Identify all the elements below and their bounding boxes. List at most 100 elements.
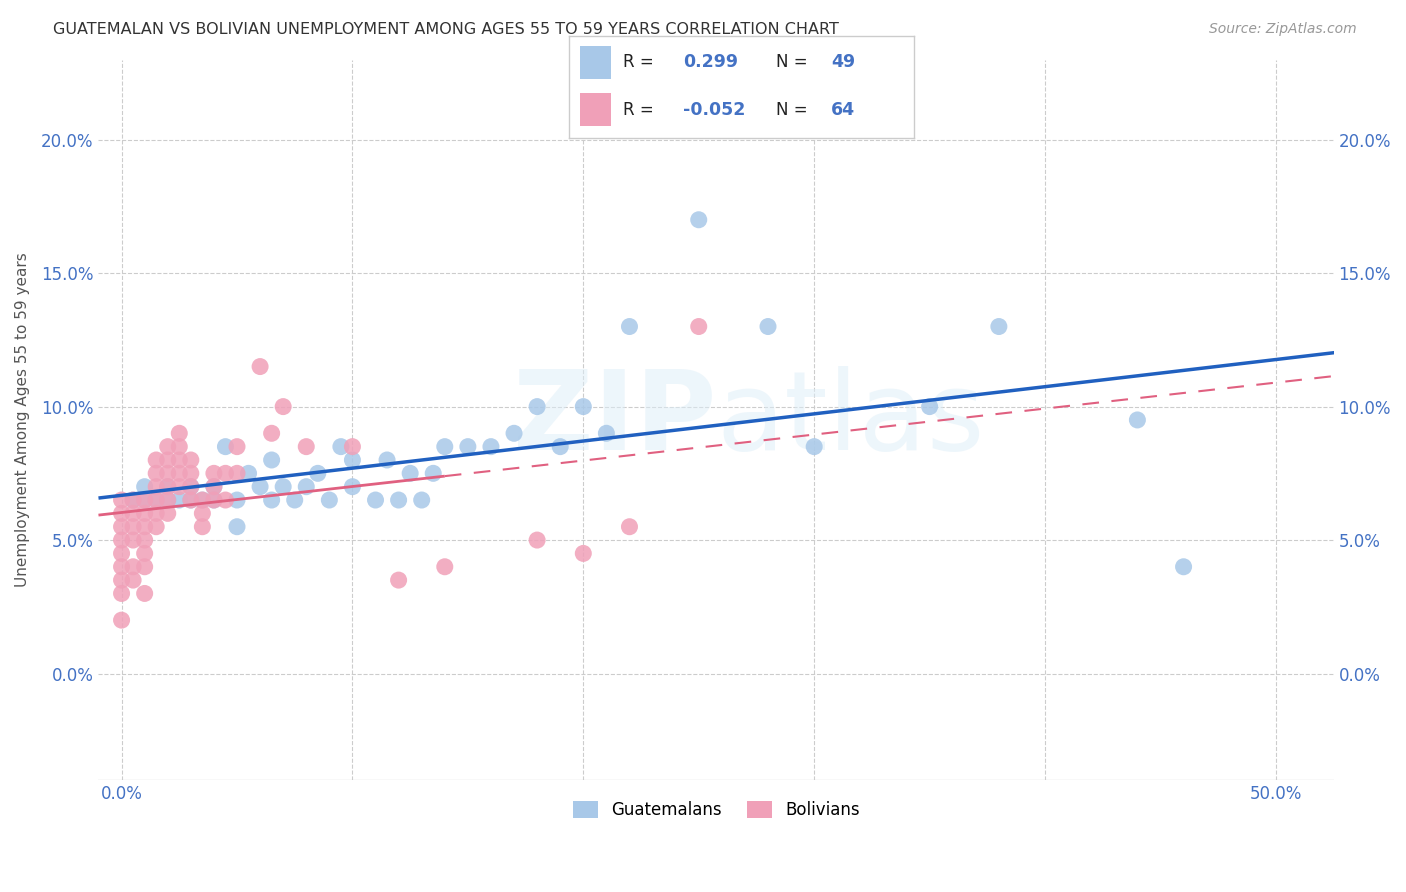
Point <box>271 400 294 414</box>
Point <box>156 480 179 494</box>
Point <box>145 507 167 521</box>
Point <box>110 507 132 521</box>
FancyBboxPatch shape <box>579 46 610 78</box>
Point <box>295 440 318 454</box>
Point <box>134 533 156 547</box>
Point <box>180 493 202 508</box>
Point <box>226 440 249 454</box>
Point <box>156 440 179 454</box>
Point <box>688 212 710 227</box>
Point <box>260 493 283 508</box>
Point <box>169 426 191 441</box>
FancyBboxPatch shape <box>579 93 610 126</box>
Point <box>318 493 340 508</box>
Point <box>342 453 364 467</box>
Point <box>156 467 179 481</box>
Point <box>122 493 145 508</box>
Point <box>180 453 202 467</box>
Point <box>145 493 167 508</box>
Point <box>214 440 236 454</box>
Point <box>169 467 191 481</box>
Point <box>191 507 214 521</box>
Point <box>202 480 225 494</box>
Point <box>548 440 571 454</box>
Point <box>180 493 202 508</box>
Point <box>457 440 479 454</box>
Point <box>180 467 202 481</box>
Point <box>134 480 156 494</box>
Point <box>595 426 617 441</box>
Point <box>214 467 236 481</box>
Point <box>180 480 202 494</box>
Text: 49: 49 <box>831 54 855 71</box>
Point <box>342 480 364 494</box>
Point <box>226 519 249 533</box>
Point <box>134 493 156 508</box>
Point <box>503 426 526 441</box>
Point <box>214 493 236 508</box>
Point <box>249 480 271 494</box>
Point <box>271 480 294 494</box>
Text: 64: 64 <box>831 101 855 119</box>
Point <box>375 453 398 467</box>
Point <box>526 533 548 547</box>
Point <box>202 493 225 508</box>
Point <box>399 467 422 481</box>
Point <box>145 480 167 494</box>
Point <box>122 519 145 533</box>
Point <box>260 453 283 467</box>
Point <box>688 319 710 334</box>
Point <box>191 493 214 508</box>
Point <box>156 493 179 508</box>
Text: Source: ZipAtlas.com: Source: ZipAtlas.com <box>1209 22 1357 37</box>
Point <box>145 519 167 533</box>
Point <box>226 493 249 508</box>
Point <box>803 440 825 454</box>
Point <box>191 493 214 508</box>
Point <box>226 467 249 481</box>
Point <box>110 493 132 508</box>
Text: atlas: atlas <box>716 367 984 474</box>
Point <box>433 440 456 454</box>
Point <box>169 440 191 454</box>
Text: N =: N = <box>776 54 813 71</box>
Point <box>110 586 132 600</box>
Point <box>918 400 941 414</box>
Point <box>364 493 387 508</box>
Text: GUATEMALAN VS BOLIVIAN UNEMPLOYMENT AMONG AGES 55 TO 59 YEARS CORRELATION CHART: GUATEMALAN VS BOLIVIAN UNEMPLOYMENT AMON… <box>53 22 839 37</box>
Point <box>1173 559 1195 574</box>
Text: 0.299: 0.299 <box>683 54 738 71</box>
Point <box>411 493 433 508</box>
Point <box>619 519 641 533</box>
Point <box>169 480 191 494</box>
Point <box>526 400 548 414</box>
Point <box>110 559 132 574</box>
Legend: Guatemalans, Bolivians: Guatemalans, Bolivians <box>567 795 866 826</box>
Point <box>572 546 595 560</box>
Point <box>122 493 145 508</box>
Point <box>110 573 132 587</box>
Point <box>987 319 1010 334</box>
Point <box>422 467 444 481</box>
Point <box>156 480 179 494</box>
Point <box>145 453 167 467</box>
Point <box>619 319 641 334</box>
Point <box>122 533 145 547</box>
Point <box>156 493 179 508</box>
Point <box>156 507 179 521</box>
Text: R =: R = <box>623 101 659 119</box>
Point <box>202 467 225 481</box>
Point <box>479 440 502 454</box>
Point <box>122 507 145 521</box>
Text: N =: N = <box>776 101 813 119</box>
Point <box>110 533 132 547</box>
Point <box>122 559 145 574</box>
Point <box>329 440 352 454</box>
Point <box>388 493 411 508</box>
Point <box>156 453 179 467</box>
Point <box>180 480 202 494</box>
Point <box>169 493 191 508</box>
Point <box>249 359 271 374</box>
Y-axis label: Unemployment Among Ages 55 to 59 years: Unemployment Among Ages 55 to 59 years <box>15 252 30 587</box>
Point <box>145 467 167 481</box>
